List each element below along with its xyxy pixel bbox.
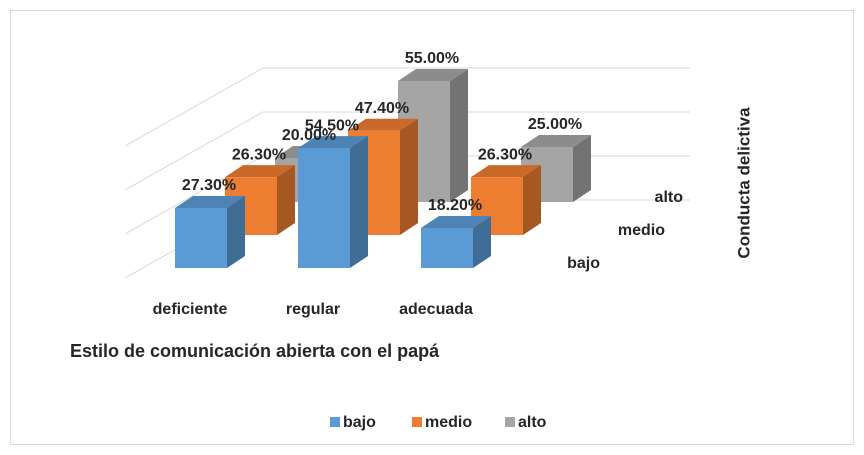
legend-swatch [330,417,340,427]
data-label: 54.50% [305,117,359,134]
x-tick-label: deficiente [153,301,228,318]
legend-label: bajo [343,414,376,431]
bar-top [521,135,591,147]
legend-swatch [505,417,515,427]
bar-top [421,215,491,228]
bar-top [225,165,295,178]
bar-front [298,148,350,268]
bar [421,215,491,268]
x-axis-title: Estilo de comunicación abierta con el pa… [70,341,440,361]
bar [298,136,368,268]
bar-side [473,215,491,268]
bar-top [398,69,468,81]
grid-line [124,67,690,147]
bar-side [400,118,418,235]
bar-front [175,207,227,268]
bar-side [523,165,541,235]
data-label: 55.00% [405,50,459,67]
data-label: 27.30% [182,177,236,194]
bar-side [450,69,468,202]
bar [225,165,295,235]
legend-label: medio [425,414,472,431]
bar-side [350,136,368,268]
legend-swatch [412,417,422,427]
data-label: 26.30% [478,146,532,163]
x-tick-label: adecuada [399,301,473,318]
bar-side [277,165,295,235]
bar-front [421,227,473,268]
z-tick-label: bajo [567,255,600,272]
z-tick-label: medio [618,222,665,239]
bar-top [298,136,368,149]
data-label: 47.40% [355,100,409,117]
data-label: 26.30% [232,146,286,163]
bar [175,195,245,268]
data-label: 18.20% [428,197,482,214]
legend-label: alto [518,414,547,431]
data-label: 25.00% [528,116,582,133]
bar-top [175,195,245,208]
z-axis-title: Conducta delictiva [734,107,753,259]
bar-side [227,195,245,268]
bar-top [348,118,418,131]
x-tick-label: regular [286,301,340,318]
grid-line [124,111,690,191]
bar-side [573,135,591,202]
z-tick-label: alto [655,189,684,206]
data-label: 20.00% [282,127,336,144]
bar-top [471,165,541,178]
bar [471,165,541,235]
